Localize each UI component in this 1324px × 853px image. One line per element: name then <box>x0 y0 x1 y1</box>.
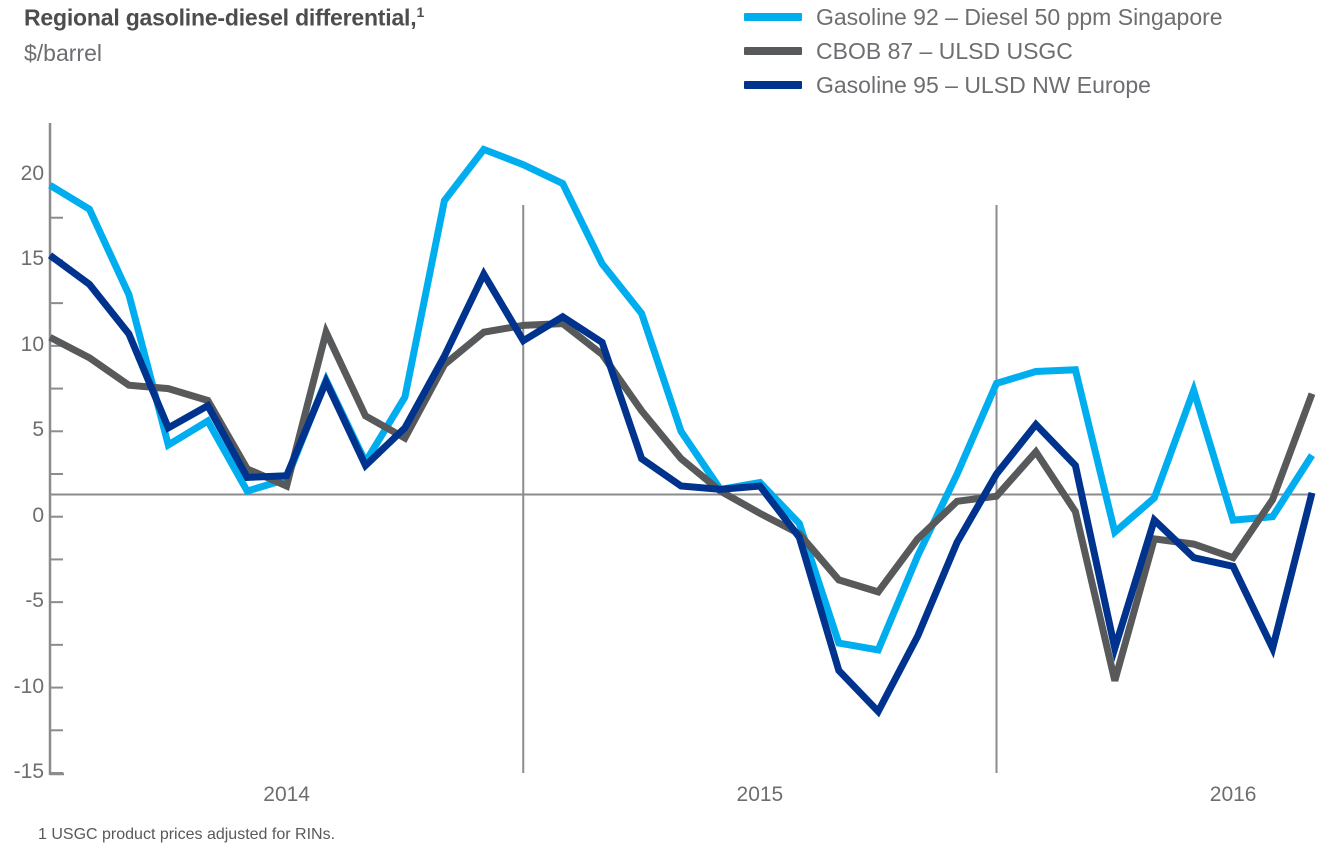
legend-label-nwe: Gasoline 95 – ULSD NW Europe <box>816 71 1151 98</box>
legend-label-singapore: Gasoline 92 – Diesel 50 ppm Singapore <box>816 3 1223 30</box>
y-axis-tick-label: 10 <box>20 332 44 356</box>
page-title-text: Regional gasoline-diesel differential, <box>24 4 417 31</box>
y-axis-tick-label: 5 <box>32 418 44 442</box>
chart-footnote: 1 USGC product prices adjusted for RINs. <box>38 826 336 843</box>
title-footnote-marker: 1 <box>416 4 425 20</box>
chart-subtitle: $/barrel <box>24 40 102 66</box>
legend-item-nwe: Gasoline 95 – ULSD NW Europe <box>744 68 1324 102</box>
y-axis-tick-label: -15 <box>13 760 44 783</box>
chart-legend: Gasoline 92 – Diesel 50 ppm Singapore CB… <box>744 0 1324 102</box>
legend-swatch-usgc <box>744 47 802 55</box>
x-axis-tick-label: 2015 <box>736 783 784 806</box>
legend-item-singapore: Gasoline 92 – Diesel 50 ppm Singapore <box>744 0 1324 34</box>
series-line <box>47 252 1316 718</box>
legend-swatch-nwe <box>744 81 802 89</box>
series-line <box>48 145 1315 654</box>
x-axis-tick-label: 2014 <box>263 783 310 806</box>
page-title: Regional gasoline-diesel differential,1 <box>24 4 424 32</box>
y-axis-tick-label: 20 <box>20 162 44 185</box>
axes-group <box>48 123 1312 776</box>
legend-label-usgc: CBOB 87 – ULSD USGC <box>816 37 1073 64</box>
legend-item-usgc: CBOB 87 – ULSD USGC <box>744 34 1324 68</box>
x-axis-tick-label: 2016 <box>1209 783 1257 806</box>
series-group <box>47 145 1316 718</box>
y-axis-tick-label: 0 <box>32 503 44 527</box>
y-axis-tick-label: -10 <box>13 674 44 698</box>
y-axis-tick-label: 15 <box>20 247 44 271</box>
y-axis-tick-label: -5 <box>25 589 44 613</box>
legend-swatch-singapore <box>744 13 802 21</box>
